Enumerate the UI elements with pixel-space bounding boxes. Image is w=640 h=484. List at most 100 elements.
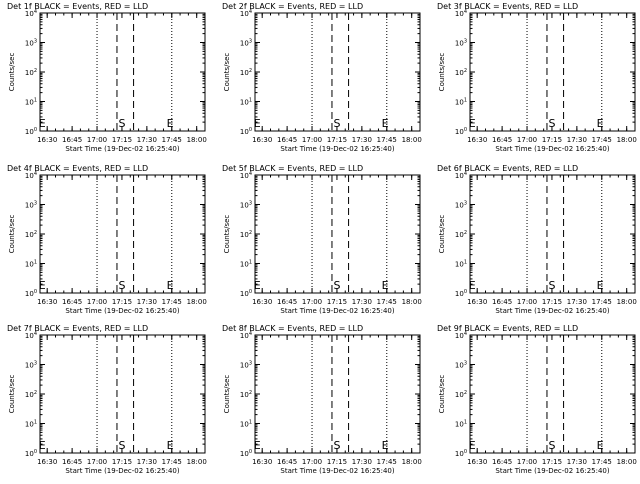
x-tick-label: 17:30 — [352, 298, 372, 306]
x-tick-label: 17:15 — [542, 458, 562, 466]
y-tick-label: 103 — [455, 361, 467, 370]
interval-marker-e: E — [39, 117, 46, 130]
x-tick-label: 17:30 — [567, 458, 587, 466]
x-tick-label: 16:45 — [277, 458, 297, 466]
panel-det-9: Det 9f BLACK = Events, RED = LLD 100 101 10… — [437, 324, 637, 475]
y-tick-label: 103 — [25, 39, 37, 48]
y-tick-label: 102 — [240, 230, 252, 239]
panel-det-4: Det 4f BLACK = Events, RED = LLD 100 101 10… — [7, 164, 207, 315]
x-tick-label: 17:45 — [377, 298, 397, 306]
x-tick-label: 17:30 — [352, 136, 372, 144]
x-tick-label: 17:45 — [162, 298, 182, 306]
y-tick-label: 100 — [25, 127, 37, 136]
panel-det-7: Det 7f BLACK = Events, RED = LLD 100 101 10… — [7, 324, 207, 475]
interval-marker-s: S — [118, 439, 125, 452]
x-tick-label: 17:30 — [567, 298, 587, 306]
y-tick-label: 100 — [240, 449, 252, 458]
panel-title: Det 1f BLACK = Events, RED = LLD — [7, 2, 148, 11]
interval-marker-e: E — [382, 279, 389, 292]
x-tick-label: 16:30 — [252, 458, 272, 466]
x-tick-label: 16:30 — [252, 298, 272, 306]
interval-marker-e: E — [39, 279, 46, 292]
x-tick-label: 17:15 — [327, 136, 347, 144]
y-axis-label: Counts/sec — [223, 53, 231, 92]
x-tick-label: 16:45 — [492, 298, 512, 306]
x-tick-label: 16:45 — [277, 298, 297, 306]
x-axis-label: Start Time (19-Dec-02 16:25:40) — [495, 307, 609, 315]
y-axis-label: Counts/sec — [438, 375, 446, 414]
interval-marker-s: S — [118, 279, 125, 292]
x-tick-label: 17:45 — [162, 136, 182, 144]
y-tick-label: 100 — [240, 127, 252, 136]
interval-marker-s: S — [118, 117, 125, 130]
interval-marker-e: E — [469, 279, 476, 292]
y-tick-label: 102 — [25, 230, 37, 239]
panel-title: Det 6f BLACK = Events, RED = LLD — [437, 164, 578, 173]
panel-det-3: Det 3f BLACK = Events, RED = LLD 100 101 10… — [437, 2, 637, 153]
x-tick-label: 16:30 — [467, 298, 487, 306]
x-tick-label: 16:45 — [492, 136, 512, 144]
x-tick-label: 17:00 — [517, 136, 537, 144]
y-tick-label: 103 — [455, 39, 467, 48]
x-axis-label: Start Time (19-Dec-02 16:25:40) — [280, 307, 394, 315]
x-tick-label: 18:00 — [187, 458, 207, 466]
x-tick-label: 17:00 — [87, 136, 107, 144]
panel-det-1: Det 1f BLACK = Events, RED = LLD 100 101 10… — [7, 2, 207, 153]
interval-marker-e: E — [254, 439, 261, 452]
x-tick-label: 17:00 — [517, 458, 537, 466]
x-axis-label: Start Time (19-Dec-02 16:25:40) — [495, 467, 609, 475]
interval-marker-e: E — [597, 117, 604, 130]
x-tick-label: 18:00 — [402, 136, 422, 144]
y-tick-label: 102 — [25, 390, 37, 399]
x-tick-label: 16:45 — [62, 136, 82, 144]
x-tick-label: 17:15 — [327, 458, 347, 466]
y-tick-label: 104 — [240, 9, 252, 18]
y-tick-label: 102 — [455, 390, 467, 399]
x-tick-label: 17:00 — [302, 458, 322, 466]
y-tick-label: 102 — [455, 230, 467, 239]
panel-det-2: Det 2f BLACK = Events, RED = LLD 100 101 10… — [222, 2, 422, 153]
interval-marker-s: S — [548, 117, 555, 130]
x-tick-label: 17:45 — [592, 298, 612, 306]
interval-marker-e: E — [469, 117, 476, 130]
panel-title: Det 7f BLACK = Events, RED = LLD — [7, 324, 148, 333]
panel-title: Det 5f BLACK = Events, RED = LLD — [222, 164, 363, 173]
y-tick-label: 101 — [240, 260, 252, 269]
panel-title: Det 9f BLACK = Events, RED = LLD — [437, 324, 578, 333]
x-axis-label: Start Time (19-Dec-02 16:25:40) — [65, 467, 179, 475]
x-tick-label: 17:15 — [112, 458, 132, 466]
y-tick-label: 101 — [455, 98, 467, 107]
x-tick-label: 17:45 — [592, 136, 612, 144]
x-tick-label: 16:30 — [467, 136, 487, 144]
x-axis-label: Start Time (19-Dec-02 16:25:40) — [280, 145, 394, 153]
interval-marker-e: E — [382, 117, 389, 130]
x-tick-label: 18:00 — [617, 458, 637, 466]
x-tick-label: 16:30 — [467, 458, 487, 466]
panel-title: Det 4f BLACK = Events, RED = LLD — [7, 164, 148, 173]
y-tick-label: 104 — [455, 171, 467, 180]
x-tick-label: 17:00 — [302, 136, 322, 144]
plot-frame — [254, 12, 421, 132]
y-tick-label: 101 — [240, 98, 252, 107]
x-tick-label: 17:45 — [162, 458, 182, 466]
panel-det-8: Det 8f BLACK = Events, RED = LLD 100 101 10… — [222, 324, 422, 475]
x-tick-label: 17:45 — [377, 136, 397, 144]
y-tick-label: 100 — [240, 289, 252, 298]
x-tick-label: 17:00 — [87, 298, 107, 306]
x-tick-label: 17:15 — [327, 298, 347, 306]
plot-frame — [254, 334, 421, 454]
y-axis-label: Counts/sec — [223, 375, 231, 414]
x-axis-label: Start Time (19-Dec-02 16:25:40) — [65, 145, 179, 153]
y-tick-label: 103 — [240, 201, 252, 210]
panel-det-6: Det 6f BLACK = Events, RED = LLD 100 101 10… — [437, 164, 637, 315]
y-axis-label: Counts/sec — [8, 375, 16, 414]
interval-marker-s: S — [548, 439, 555, 452]
y-tick-label: 101 — [455, 260, 467, 269]
y-tick-label: 100 — [455, 449, 467, 458]
x-tick-label: 17:00 — [87, 458, 107, 466]
y-tick-label: 100 — [455, 127, 467, 136]
plot-frame — [39, 12, 206, 132]
interval-marker-e: E — [597, 439, 604, 452]
interval-marker-s: S — [333, 439, 340, 452]
